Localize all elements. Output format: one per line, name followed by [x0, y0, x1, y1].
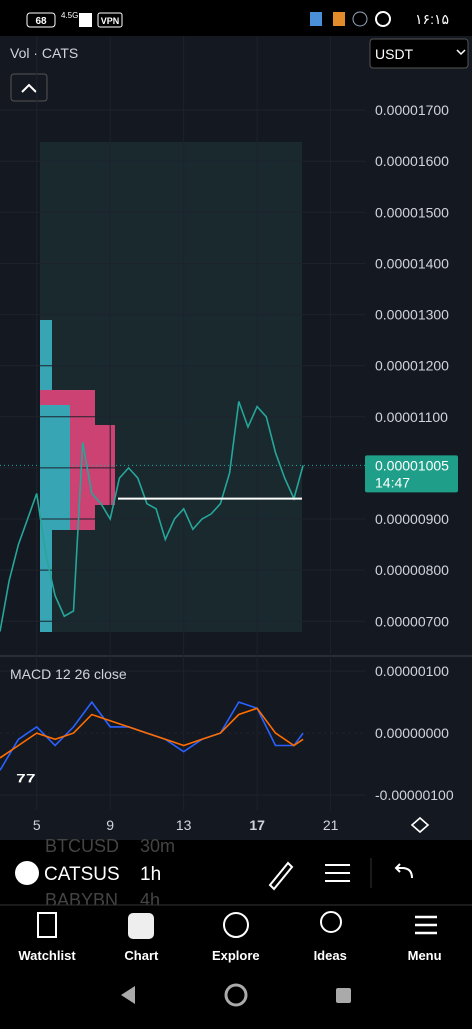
- watchlist-icon: [37, 912, 57, 938]
- ideas-icon: [320, 911, 342, 933]
- prev-interval: 30m: [140, 836, 175, 856]
- notif-icon: [333, 12, 345, 26]
- toolbar: [0, 840, 472, 905]
- nav-item[interactable]: Chart: [94, 905, 188, 985]
- currency-text: USDT: [375, 46, 414, 62]
- x-tick-label: 5: [33, 817, 41, 833]
- prev-symbol: BTCUSD: [45, 836, 119, 856]
- macd-line: [0, 707, 304, 759]
- price-line: [0, 401, 304, 632]
- explore-icon: [223, 912, 249, 938]
- nav-item[interactable]: Ideas: [283, 905, 377, 985]
- clock: ۱۶:۱۵: [415, 11, 449, 27]
- collapse-button[interactable]: [10, 73, 48, 102]
- nav-label: Menu: [407, 948, 442, 963]
- y-tick-label: 0.00001700: [375, 102, 449, 118]
- back-button[interactable]: [121, 986, 135, 1004]
- macd-title: MACD 12 26 close: [10, 666, 127, 682]
- undo[interactable]: [394, 863, 413, 879]
- network-type: 4.5G: [61, 11, 78, 20]
- x-tick-label: 17: [249, 817, 265, 833]
- signal-icon: [79, 13, 92, 27]
- draw-tool[interactable]: [268, 861, 294, 891]
- nav-item[interactable]: Menu: [378, 905, 472, 985]
- y-tick-label: 0.00001400: [375, 255, 449, 271]
- pane-divider: [0, 655, 472, 657]
- currency-select[interactable]: [369, 38, 469, 69]
- y-tick-label: 0.00001300: [375, 307, 449, 323]
- x-tick-label: 13: [176, 817, 192, 833]
- symbol[interactable]: CATSUS: [44, 864, 120, 885]
- y-tick-label: 0.00000100: [375, 663, 449, 679]
- battery-icon: [26, 12, 56, 28]
- tv-logo: ⁷⁷: [16, 768, 36, 795]
- nav-bar: [0, 905, 472, 985]
- x-tick-label: 9: [106, 817, 114, 833]
- y-tick-label: 0.00000900: [375, 511, 449, 527]
- countdown: 14:47: [375, 474, 410, 490]
- y-tick-label: -0.00000100: [375, 787, 454, 803]
- battery-level: 68: [35, 16, 47, 27]
- symbol-icon: [15, 861, 39, 885]
- y-tick-label: 0.00001500: [375, 204, 449, 220]
- home-button[interactable]: [224, 983, 248, 1007]
- settings-tool[interactable]: [325, 864, 350, 882]
- x-tick-label: 21: [323, 817, 339, 833]
- nav-label: Chart: [124, 948, 159, 963]
- y-tick-label: 0.00001200: [375, 358, 449, 374]
- y-tick-label: 0.00001600: [375, 153, 449, 169]
- notif-icon: [310, 12, 322, 26]
- alarm-icon: [375, 11, 391, 27]
- interval[interactable]: 1h: [140, 864, 161, 885]
- y-tick-label: 0.00000800: [375, 562, 449, 578]
- volume-label: Vol · CATS: [10, 45, 78, 61]
- y-tick-label: 0.00000700: [375, 613, 449, 629]
- last-price: 0.00001005: [375, 457, 449, 473]
- chart-icon: [128, 913, 154, 939]
- nav-label: Watchlist: [18, 948, 76, 963]
- menu-icon: [415, 915, 437, 935]
- last-price-box: [365, 455, 458, 493]
- nav-item[interactable]: Explore: [189, 905, 283, 985]
- nav-label: Explore: [211, 948, 260, 963]
- recents-button[interactable]: [336, 988, 351, 1003]
- reset-icon: [410, 816, 430, 834]
- dropdown-caret: [456, 49, 466, 56]
- vpn-icon: [97, 12, 123, 28]
- notif-icon: [352, 11, 368, 27]
- nav-item[interactable]: Watchlist: [0, 905, 94, 985]
- volume-profile-range: [40, 142, 302, 632]
- y-tick-label: 0.00000000: [375, 725, 449, 741]
- y-tick-label: 0.00001100: [375, 409, 448, 425]
- vpn-label: VPN: [101, 16, 120, 26]
- collapse-icon: [21, 83, 37, 93]
- nav-label: Ideas: [313, 948, 347, 963]
